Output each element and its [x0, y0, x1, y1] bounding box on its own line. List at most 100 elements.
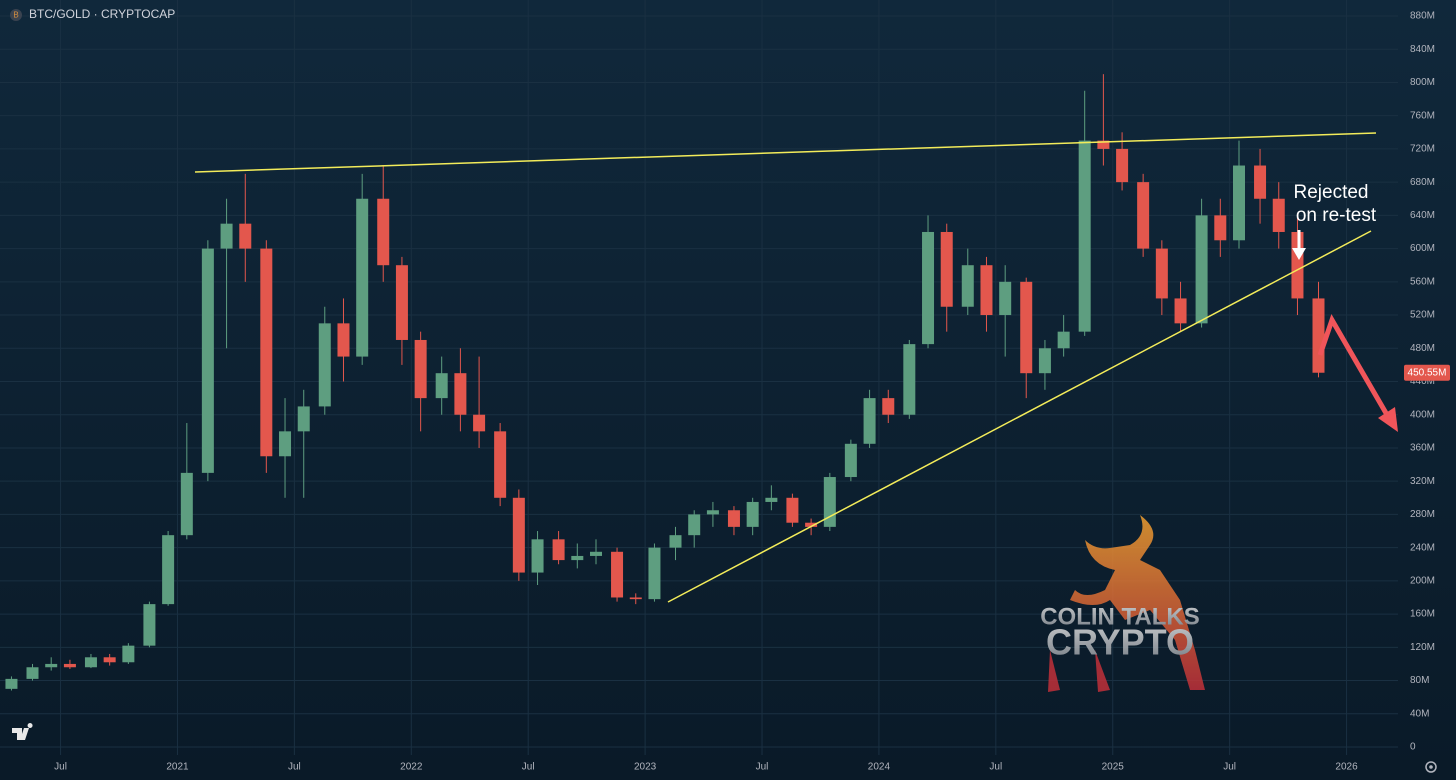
candle-body — [45, 663, 58, 668]
y-tick-label: 0 — [1410, 742, 1416, 753]
candle-body — [765, 497, 778, 502]
candle-body — [162, 535, 175, 605]
candle-body — [1137, 182, 1150, 249]
tv-logo — [12, 723, 33, 740]
candle-body — [239, 223, 252, 249]
candle-body — [395, 265, 408, 340]
y-tick-label: 560M — [1410, 276, 1435, 287]
candle-body — [435, 373, 448, 399]
x-tick-label: Jul — [522, 762, 535, 773]
y-tick-label: 120M — [1410, 642, 1435, 653]
candle-body — [1155, 248, 1168, 299]
resistance-line — [194, 132, 1377, 173]
candle-body — [356, 198, 369, 357]
candle-body — [706, 510, 719, 515]
candle-body — [103, 657, 116, 663]
x-tick-label: 2022 — [400, 762, 423, 773]
candle-body — [337, 323, 350, 357]
y-tick-label: 280M — [1410, 509, 1435, 520]
candle-body — [1254, 165, 1267, 199]
candle-body — [5, 678, 18, 689]
candle-body — [414, 339, 427, 399]
grid — [0, 0, 1398, 755]
candle-body — [552, 539, 565, 561]
candle-body — [494, 431, 507, 498]
candle-body — [63, 663, 76, 668]
candle-body — [611, 551, 624, 598]
watermark-logo: COLIN TALKS CRYPTO — [1040, 515, 1205, 692]
y-tick-label: 760M — [1410, 110, 1435, 121]
candle-body — [844, 443, 857, 478]
candle-body — [805, 522, 818, 527]
candle-body — [297, 406, 310, 432]
candle-body — [746, 501, 759, 527]
candle-body — [571, 555, 584, 561]
candle-body — [1097, 140, 1110, 149]
candle-body — [1272, 198, 1285, 232]
y-tick-label: 680M — [1410, 177, 1435, 188]
candle-body — [980, 265, 993, 316]
candle-body — [512, 497, 525, 573]
candle-body — [260, 248, 273, 457]
annotation: on re-test — [1296, 205, 1377, 226]
candle-body — [882, 398, 895, 415]
y-tick-label: 200M — [1410, 576, 1435, 587]
candle-body — [1291, 231, 1304, 299]
y-tick-label: 240M — [1410, 542, 1435, 553]
forecast-arrow — [1317, 314, 1393, 422]
settings-icon[interactable] — [1425, 761, 1437, 773]
candle-body — [669, 535, 682, 548]
y-tick-label: 720M — [1410, 144, 1435, 155]
candles — [5, 74, 1325, 691]
y-tick-label: 440M — [1410, 376, 1435, 387]
x-tick-label: Jul — [756, 762, 769, 773]
y-tick-label: 160M — [1410, 609, 1435, 620]
x-tick-label: Jul — [288, 762, 301, 773]
candle-body — [999, 281, 1012, 316]
y-tick-label: 480M — [1410, 343, 1435, 354]
bull-legs — [1048, 650, 1110, 692]
candle-body — [1195, 215, 1208, 324]
symbol-icon-letter: B — [13, 11, 18, 20]
forecast-arrowhead — [1378, 407, 1398, 432]
y-tick-label: 360M — [1410, 443, 1435, 454]
x-tick-label: 2021 — [166, 762, 189, 773]
candle-body — [590, 551, 603, 556]
y-tick-label: 400M — [1410, 409, 1435, 420]
candle-body — [688, 514, 701, 536]
candle-body — [473, 414, 486, 432]
candle-body — [940, 231, 953, 307]
candle-body — [1312, 298, 1325, 373]
y-tick-label: 320M — [1410, 476, 1435, 487]
settings-icon-center — [1429, 765, 1433, 769]
candle-body — [1233, 165, 1246, 241]
candle-body — [1214, 215, 1227, 241]
candle-body — [143, 604, 156, 646]
y-tick-label: 880M — [1410, 11, 1435, 22]
y-tick-label: 40M — [1410, 708, 1429, 719]
last-price-label: 450.55M — [1408, 367, 1447, 378]
x-tick-label: Jul — [1223, 762, 1236, 773]
last-price-box — [1404, 364, 1450, 381]
bull-shape — [1070, 515, 1205, 690]
x-tick-label: 2025 — [1102, 762, 1125, 773]
candle-body — [1078, 140, 1091, 332]
candle-body — [1038, 348, 1051, 374]
candle-body — [454, 373, 467, 415]
y-tick-label: 520M — [1410, 310, 1435, 321]
candle-body — [122, 645, 135, 663]
candle-body — [1116, 148, 1129, 183]
y-tick-label: 640M — [1410, 210, 1435, 221]
candle-body — [201, 248, 214, 473]
x-tick-label: Jul — [54, 762, 67, 773]
watermark-text: CRYPTO — [1046, 622, 1194, 663]
candle-body — [377, 198, 390, 266]
candle-body — [318, 323, 331, 407]
candle-body — [922, 231, 935, 345]
x-tick-label: 2024 — [868, 762, 891, 773]
candle-body — [26, 667, 39, 679]
candle-body — [279, 431, 292, 457]
